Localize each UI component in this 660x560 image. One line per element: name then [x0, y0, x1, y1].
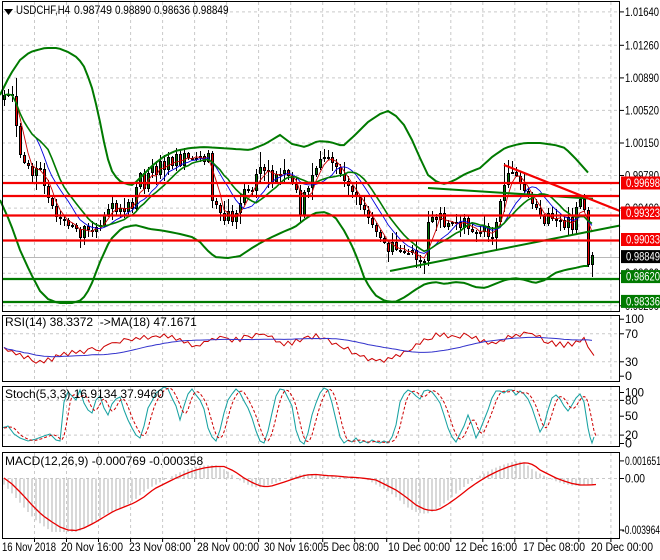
- svg-text:0.001651: 0.001651: [625, 454, 660, 468]
- svg-text:28 Nov 00:00: 28 Nov 00:00: [197, 540, 259, 554]
- svg-text:1.01640: 1.01640: [625, 5, 659, 19]
- svg-text:RSI(14) 38.3372 ->MA(18) 47.1: RSI(14) 38.3372 ->MA(18) 47.1671: [5, 315, 197, 329]
- svg-text:1.01260: 1.01260: [625, 38, 659, 52]
- svg-text:MACD(12,26,9) -0.000769 -0.000: MACD(12,26,9) -0.000769 -0.000358: [5, 454, 203, 468]
- svg-text:0.98620: 0.98620: [626, 270, 660, 284]
- svg-text:0.99323: 0.99323: [626, 206, 660, 220]
- svg-text:20 Dec 00:00: 20 Dec 00:00: [591, 540, 653, 554]
- svg-text:30 Nov 16:00: 30 Nov 16:00: [264, 540, 323, 554]
- svg-text:5 Dec 08:00: 5 Dec 08:00: [323, 540, 379, 554]
- svg-text:20 Nov 16:00: 20 Nov 16:00: [61, 540, 123, 554]
- svg-text:80: 80: [625, 393, 638, 407]
- svg-text:0.00: 0.00: [625, 472, 645, 486]
- svg-text:-0.003964: -0.003964: [622, 523, 660, 537]
- svg-text:16 Nov 2018: 16 Nov 2018: [2, 540, 56, 554]
- svg-text:0.98849: 0.98849: [193, 3, 229, 17]
- svg-text:1.00150: 1.00150: [625, 136, 659, 150]
- svg-text:30: 30: [625, 355, 638, 369]
- svg-text:0.99698: 0.99698: [626, 176, 660, 190]
- svg-text:20: 20: [625, 428, 638, 442]
- svg-text:0.98849: 0.98849: [626, 250, 660, 264]
- svg-text:0: 0: [625, 369, 632, 383]
- svg-text:Stoch(5,3,3) 16.9134 37.9460: Stoch(5,3,3) 16.9134 37.9460: [5, 387, 164, 401]
- svg-text:0.99033: 0.99033: [626, 233, 660, 247]
- svg-text:0.98890: 0.98890: [115, 3, 151, 17]
- svg-text:100: 100: [625, 312, 644, 326]
- svg-text:0.98336: 0.98336: [626, 294, 660, 308]
- svg-text:70: 70: [625, 327, 638, 341]
- svg-text:USDCHF,H4: USDCHF,H4: [16, 3, 70, 17]
- svg-text:1.00890: 1.00890: [625, 71, 659, 85]
- svg-text:0.98636: 0.98636: [154, 3, 190, 17]
- svg-text:50: 50: [625, 409, 638, 423]
- svg-text:1.00520: 1.00520: [625, 103, 659, 117]
- svg-text:23 Nov 08:00: 23 Nov 08:00: [129, 540, 191, 554]
- svg-text:100: 100: [625, 386, 644, 400]
- svg-text:0.98749: 0.98749: [74, 3, 112, 17]
- svg-text:12 Dec 16:00: 12 Dec 16:00: [455, 540, 517, 554]
- svg-text:0: 0: [625, 437, 632, 451]
- svg-text:10 Dec 00:00: 10 Dec 00:00: [388, 540, 450, 554]
- svg-text:17 Dec 08:00: 17 Dec 08:00: [523, 540, 585, 554]
